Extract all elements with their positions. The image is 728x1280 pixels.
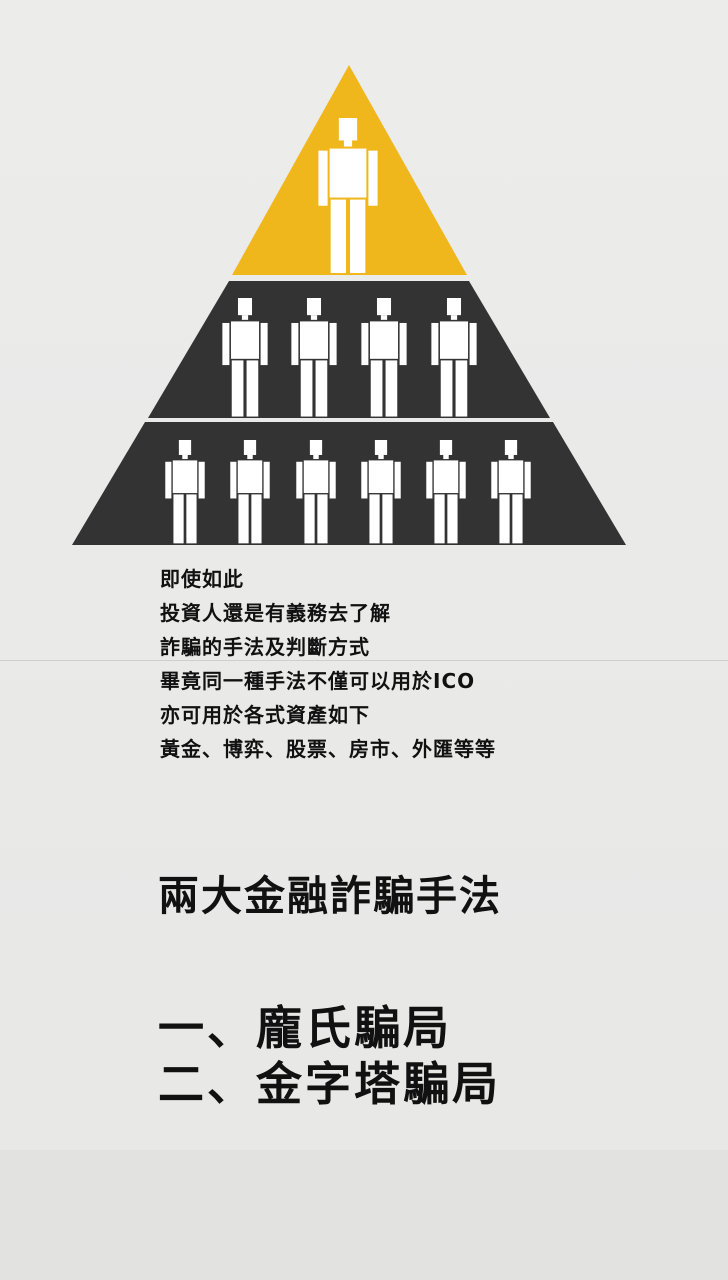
person-icon bbox=[318, 118, 378, 274]
person-icon bbox=[165, 440, 205, 544]
pyramid-scheme-people-icon bbox=[72, 65, 626, 545]
person-icon bbox=[361, 440, 401, 544]
person-icon bbox=[291, 298, 337, 417]
intro-line: 即使如此 bbox=[160, 567, 244, 591]
person-icon bbox=[426, 440, 466, 544]
pyramid-bottom-tier bbox=[72, 422, 626, 545]
person-icon bbox=[230, 440, 270, 544]
divider-line bbox=[0, 660, 728, 661]
intro-line: 畢竟同一種手法不僅可以用於ICO bbox=[160, 669, 476, 693]
method-item-ponzi: 一、龐氏騙局 bbox=[158, 1001, 452, 1055]
page-title: 兩大金融詐騙手法 bbox=[158, 872, 502, 920]
person-icon bbox=[431, 298, 477, 417]
intro-line: 亦可用於各式資產如下 bbox=[160, 703, 370, 727]
pyramid-middle-tier bbox=[148, 281, 550, 418]
methods-list: 一、龐氏騙局 二、金字塔騙局 bbox=[158, 1000, 501, 1112]
intro-line: 詐騙的手法及判斷方式 bbox=[160, 635, 370, 659]
person-icon bbox=[491, 440, 531, 544]
person-icon bbox=[361, 298, 407, 417]
intro-line: 投資人還是有義務去了解 bbox=[160, 601, 391, 625]
method-item-pyramid: 二、金字塔騙局 bbox=[158, 1057, 501, 1111]
intro-text: 即使如此 投資人還是有義務去了解 詐騙的手法及判斷方式 畢竟同一種手法不僅可以用… bbox=[160, 562, 700, 766]
person-icon bbox=[296, 440, 336, 544]
person-icon bbox=[222, 298, 268, 417]
bottom-band bbox=[0, 1150, 728, 1280]
intro-line: 黃金、博弈、股票、房市、外匯等等 bbox=[160, 737, 496, 761]
